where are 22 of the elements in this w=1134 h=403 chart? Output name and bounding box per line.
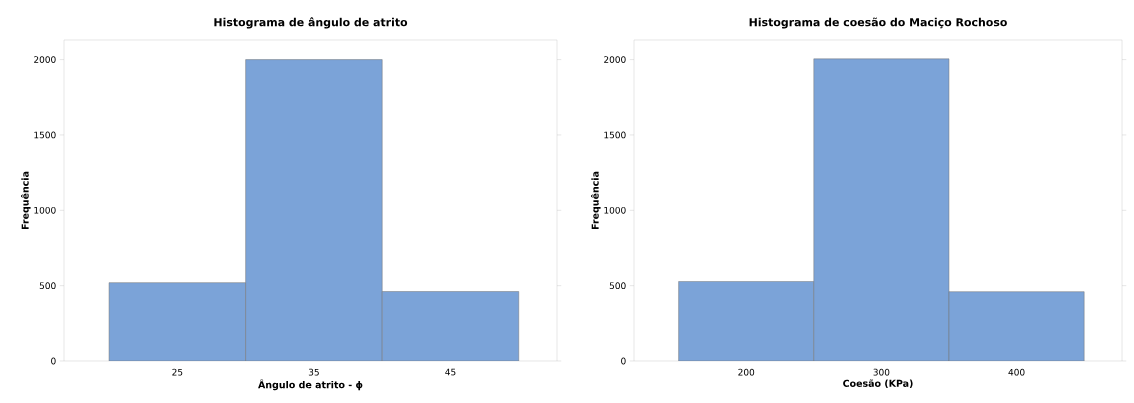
x-axis-title: Coesão (KPa) (843, 379, 913, 389)
y-axis-title: Frequência (21, 171, 31, 230)
y-tick-label: 1000 (604, 206, 626, 214)
y-tick-label: 500 (609, 282, 626, 290)
y-axis-title: Frequência (591, 171, 601, 230)
chart-title: Histograma de ângulo de atrito (214, 17, 408, 29)
x-tick-label: 25 (172, 368, 183, 376)
x-tick-label: 200 (738, 368, 755, 376)
x-tick-label: 400 (1008, 368, 1025, 376)
y-tick-label: 500 (39, 282, 56, 290)
y-tick-label: 1500 (604, 131, 626, 139)
x-tick-label: 300 (873, 368, 890, 376)
x-tick-label: 35 (308, 368, 319, 376)
x-axis-title: Ângulo de atrito - ϕ (258, 379, 363, 391)
y-tick-label: 2000 (604, 56, 626, 63)
chart-title: Histograma de coesão do Maciço Rochoso (749, 17, 1007, 29)
y-tick-label: 0 (621, 357, 626, 365)
x-tick-label: 45 (445, 368, 456, 376)
y-tick-label: 0 (51, 357, 56, 365)
y-tick-label: 2000 (34, 56, 56, 63)
y-tick-label: 1000 (34, 206, 56, 214)
y-tick-label: 1500 (34, 131, 56, 139)
